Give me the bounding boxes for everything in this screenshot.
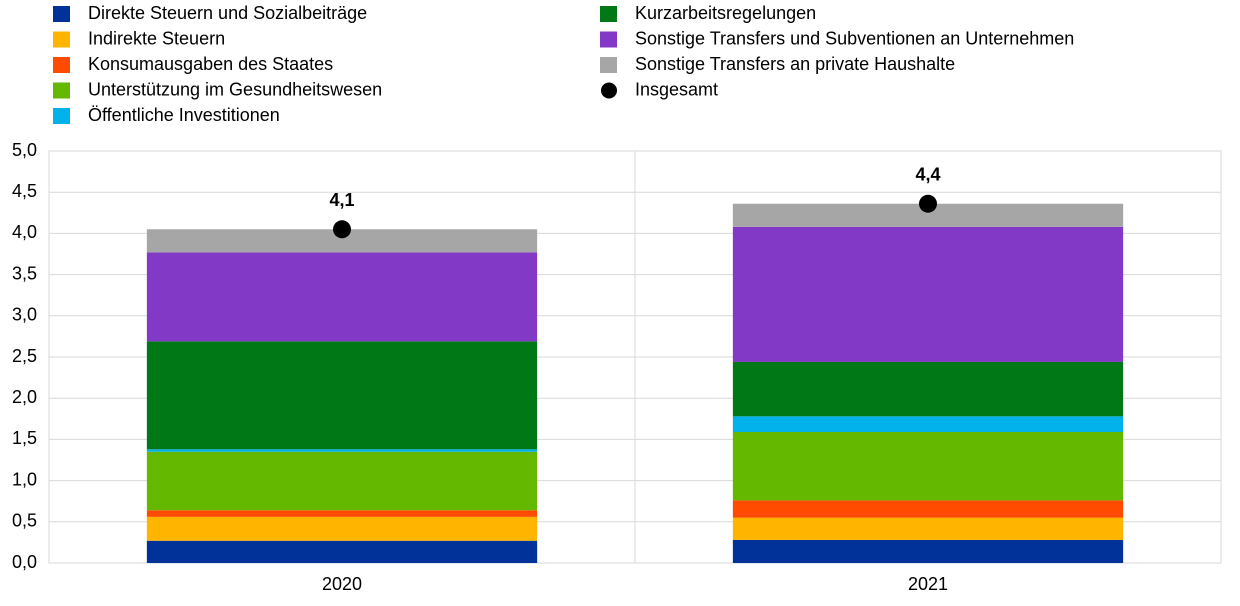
legend-swatch (53, 31, 70, 48)
total-dot (333, 220, 351, 239)
bar-segment (146, 252, 538, 342)
y-tick-label: 4,0 (12, 222, 37, 242)
legend-swatch (600, 31, 617, 48)
x-tick-label: 2020 (322, 574, 362, 594)
y-tick-label: 1,0 (12, 469, 37, 489)
bar-segment (732, 539, 1124, 563)
legend-swatch (53, 57, 70, 73)
legend-label: Indirekte Steuern (88, 28, 225, 48)
legend-label: Insgesamt (635, 79, 718, 99)
bar-segment (146, 510, 538, 517)
y-tick-label: 1,5 (12, 428, 37, 448)
y-tick-label: 0,5 (12, 511, 37, 531)
legend-swatch (600, 6, 617, 22)
plot-border (48, 150, 1222, 564)
y-tick-label: 3,0 (12, 305, 37, 325)
bar-segment (146, 229, 538, 253)
y-tick-label: 0,0 (12, 552, 37, 572)
y-tick-label: 2,0 (12, 387, 37, 407)
bar-segment (732, 226, 1124, 362)
legend-swatch (53, 82, 70, 99)
y-tick-label: 2,5 (12, 346, 37, 366)
legend-swatch (600, 57, 617, 73)
legend-label: Sonstige Transfers an private Haushalte (635, 54, 955, 74)
y-tick-label: 5,0 (12, 140, 37, 160)
bar-segment (146, 540, 538, 563)
legend-label: Öffentliche Investitionen (88, 105, 280, 125)
legend-swatch (53, 6, 70, 22)
bar-segment (732, 203, 1124, 227)
bar-segment (732, 431, 1124, 501)
bar-segment (732, 517, 1124, 540)
legend-label: Sonstige Transfers und Subventionen an U… (635, 28, 1074, 48)
bar-segment (732, 361, 1124, 417)
y-tick-label: 3,5 (12, 263, 37, 283)
bar-segment (146, 341, 538, 450)
legend-label: Konsumausgaben des Staates (88, 54, 333, 74)
data-label: 4,4 (915, 164, 940, 184)
legend-swatch (53, 108, 70, 124)
data-label: 4,1 (329, 190, 354, 210)
legend-marker (601, 82, 617, 99)
bar-segment (146, 451, 538, 511)
y-tick-label: 4,5 (12, 181, 37, 201)
legend-label: Direkte Steuern und Sozialbeiträge (88, 3, 367, 23)
bar-segment (146, 516, 538, 541)
x-tick-label: 2021 (908, 574, 948, 594)
bar-segment (732, 500, 1124, 518)
total-dot (919, 194, 937, 213)
bar-segment (146, 449, 538, 452)
bar-segment (732, 416, 1124, 432)
legend-label: Kurzarbeitsregelungen (635, 3, 816, 23)
legend-label: Unterstützung im Gesundheitswesen (88, 79, 382, 99)
